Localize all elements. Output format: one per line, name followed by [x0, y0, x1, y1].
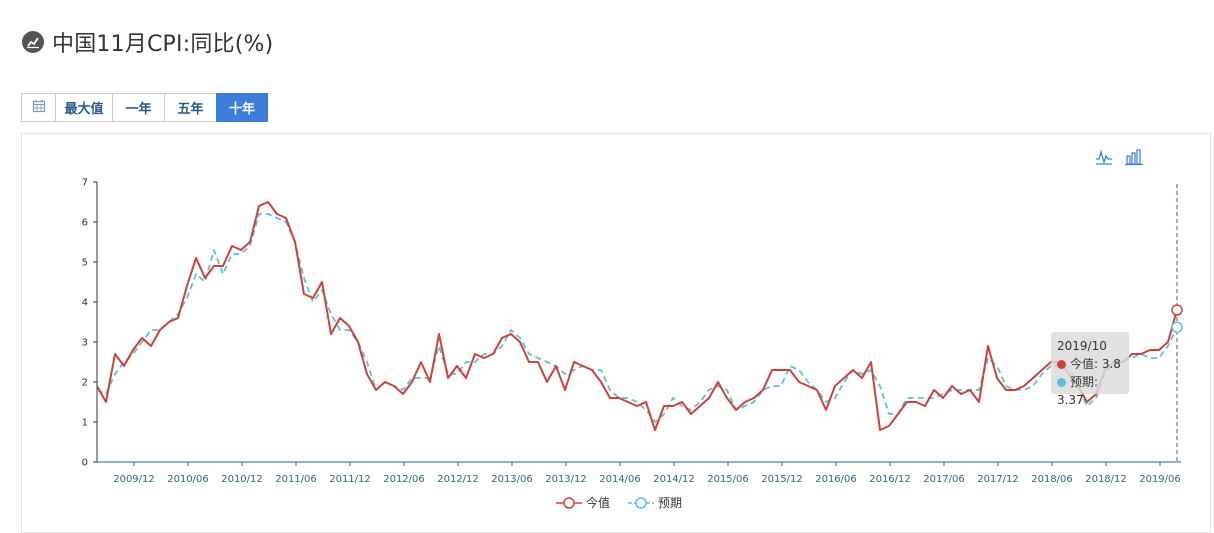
x-tick-label: 2016/06: [815, 474, 857, 485]
y-axis: 0 1 2 3 4 5 6 7: [82, 178, 98, 469]
x-tick-label: 2011/12: [329, 474, 371, 485]
y-tick-label: 5: [82, 258, 88, 269]
y-tick-label: 0: [82, 458, 88, 469]
y-tick-label: 6: [82, 218, 88, 229]
legend-actual-label: 今值: [586, 496, 611, 510]
actual-end-point: [1171, 304, 1183, 316]
legend-forecast-label: 预期: [658, 496, 683, 510]
x-axis: 2009/12 2010/06 2010/12 2011/06 2011/12 2012/…: [97, 461, 1181, 485]
tooltip-date: 2019/10: [1057, 339, 1107, 353]
cpi-line-chart: 0 1 2 3 4 5 6 7 2009/12 2010/06 2010/12 2011/06 201…: [82, 178, 1183, 485]
series-forecast-line: [96, 213, 1178, 423]
actual-dot-icon: [1057, 360, 1066, 369]
x-tick-label: 2012/12: [437, 474, 479, 485]
forecast-end-point: [1171, 321, 1183, 333]
y-tick-label: 1: [82, 418, 88, 429]
legend-forecast-icon: [628, 496, 655, 509]
legend-item-actual[interactable]: 今值: [556, 494, 610, 511]
legend-actual-icon: [556, 496, 582, 509]
tooltip-forecast-value: 预期: 3.37: [1057, 375, 1099, 407]
chart-icon: [22, 31, 44, 53]
y-tick-label: 3: [82, 338, 88, 349]
chart-legend: 今值 预期: [556, 494, 682, 511]
x-tick-label: 2017/12: [977, 474, 1019, 485]
x-tick-label: 2016/12: [869, 474, 911, 485]
y-tick-label: 4: [82, 298, 88, 309]
x-tick-label: 2009/12: [113, 474, 155, 485]
range-10y-button[interactable]: 十年: [216, 93, 268, 122]
x-tick-label: 2015/06: [707, 474, 749, 485]
x-tick-label: 2015/12: [761, 474, 803, 485]
range-1y-button[interactable]: 一年: [112, 93, 165, 122]
x-tick-label: 2010/12: [221, 474, 263, 485]
x-tick-label: 2013/06: [491, 474, 533, 485]
x-tick-label: 2019/06: [1139, 474, 1181, 485]
chart-toolbox: [1094, 147, 1144, 167]
y-tick-label: 2: [82, 378, 88, 389]
tooltip-actual-row: 今值: 3.8: [1057, 355, 1123, 373]
calendar-icon: [32, 99, 46, 117]
series-actual-line: [96, 201, 1178, 431]
tooltip-forecast-row: 预期: 3.37: [1057, 373, 1123, 409]
x-tick-label: 2014/06: [599, 474, 641, 485]
data-tooltip: 2019/10 今值: 3.8 预期: 3.37: [1051, 332, 1129, 407]
bar-chart-icon[interactable]: [1124, 147, 1144, 167]
chart-header: 中国11月CPI:同比(%): [22, 26, 273, 58]
series-layer: [96, 201, 1178, 431]
page-title: 中国11月CPI:同比(%): [52, 32, 274, 57]
tooltip-actual-value: 今值: 3.8: [1070, 357, 1121, 371]
line-chart-icon[interactable]: [1094, 147, 1114, 167]
x-tick-label: 2010/06: [167, 474, 209, 485]
x-tick-label: 2014/12: [653, 474, 695, 485]
x-tick-label: 2012/06: [383, 474, 425, 485]
x-tick-label: 2017/06: [923, 474, 965, 485]
legend-item-forecast[interactable]: 预期: [628, 494, 682, 511]
range-5y-button[interactable]: 五年: [164, 93, 217, 122]
x-tick-label: 2018/06: [1031, 474, 1073, 485]
x-tick-label: 2013/12: [545, 474, 587, 485]
x-tick-label: 2011/06: [275, 474, 317, 485]
x-tick-label: 2018/12: [1085, 474, 1127, 485]
y-tick-label: 7: [82, 178, 88, 189]
range-selector: 最大值 一年 五年 十年: [21, 93, 268, 122]
forecast-dot-icon: [1057, 378, 1066, 387]
marker-layer: [1171, 184, 1183, 462]
